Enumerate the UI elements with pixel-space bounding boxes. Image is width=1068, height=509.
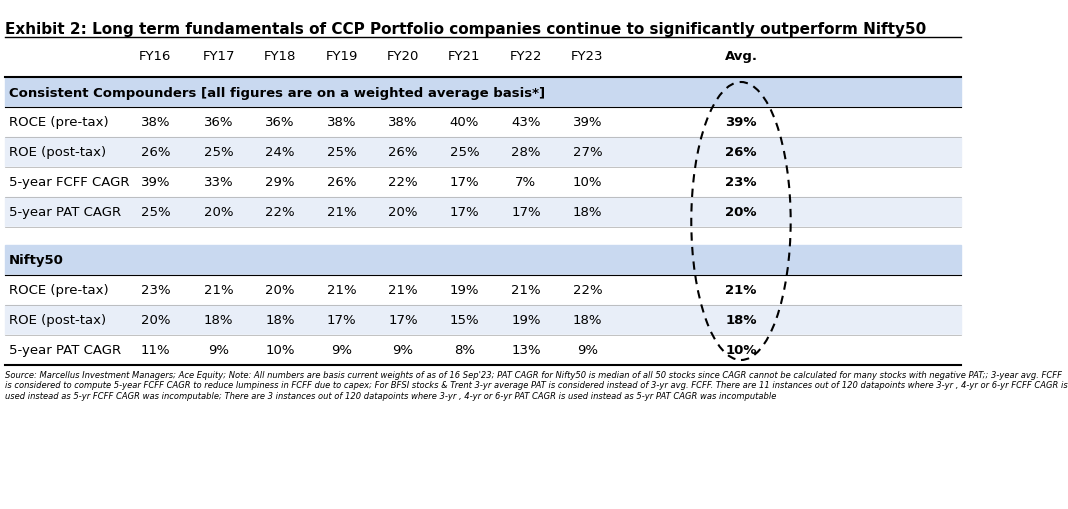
Text: 20%: 20% xyxy=(725,206,757,219)
Text: 25%: 25% xyxy=(141,206,170,219)
Text: 5-year PAT CAGR: 5-year PAT CAGR xyxy=(9,206,121,219)
Text: 21%: 21% xyxy=(327,206,357,219)
Text: FY22: FY22 xyxy=(509,50,543,63)
Bar xyxy=(4,108,960,138)
Text: 17%: 17% xyxy=(450,176,480,189)
Text: FY17: FY17 xyxy=(203,50,235,63)
Text: 18%: 18% xyxy=(265,314,295,327)
Text: 18%: 18% xyxy=(204,314,234,327)
Text: Consistent Compounders [all figures are on a weighted average basis*]: Consistent Compounders [all figures are … xyxy=(9,87,545,99)
Text: 21%: 21% xyxy=(512,284,540,297)
Text: Exhibit 2: Long term fundamentals of CCP Portfolio companies continue to signifi: Exhibit 2: Long term fundamentals of CCP… xyxy=(4,22,926,37)
Bar xyxy=(4,335,960,365)
Text: FY16: FY16 xyxy=(139,50,172,63)
Text: 21%: 21% xyxy=(204,284,234,297)
Text: 8%: 8% xyxy=(454,344,475,357)
Text: ROE (post-tax): ROE (post-tax) xyxy=(9,314,106,327)
Text: 21%: 21% xyxy=(725,284,756,297)
Bar xyxy=(4,228,960,245)
Text: 25%: 25% xyxy=(204,146,234,159)
Text: 43%: 43% xyxy=(512,116,540,129)
Text: Source: Marcellus Investment Managers; Ace Equity; Note: All numbers are basis c: Source: Marcellus Investment Managers; A… xyxy=(4,370,1067,400)
Text: 36%: 36% xyxy=(204,116,234,129)
Text: 19%: 19% xyxy=(450,284,480,297)
Text: 17%: 17% xyxy=(512,206,540,219)
Text: 9%: 9% xyxy=(331,344,352,357)
Text: 21%: 21% xyxy=(388,284,418,297)
Text: 22%: 22% xyxy=(265,206,295,219)
Text: 10%: 10% xyxy=(265,344,295,357)
Text: 22%: 22% xyxy=(572,284,602,297)
Text: 9%: 9% xyxy=(208,344,230,357)
Bar xyxy=(4,197,960,228)
Text: 28%: 28% xyxy=(512,146,540,159)
Bar xyxy=(4,48,960,78)
Bar xyxy=(4,305,960,335)
Text: 5-year PAT CAGR: 5-year PAT CAGR xyxy=(9,344,121,357)
Text: 18%: 18% xyxy=(572,314,602,327)
Text: 26%: 26% xyxy=(725,146,757,159)
Text: 18%: 18% xyxy=(572,206,602,219)
Text: 21%: 21% xyxy=(327,284,357,297)
Text: 15%: 15% xyxy=(450,314,480,327)
Text: FY21: FY21 xyxy=(449,50,481,63)
Text: 20%: 20% xyxy=(204,206,234,219)
Text: 29%: 29% xyxy=(265,176,295,189)
Text: 23%: 23% xyxy=(141,284,170,297)
Text: 23%: 23% xyxy=(725,176,757,189)
Text: 22%: 22% xyxy=(388,176,418,189)
Text: 26%: 26% xyxy=(141,146,170,159)
Text: Avg.: Avg. xyxy=(724,50,757,63)
Text: 26%: 26% xyxy=(327,176,357,189)
Text: 19%: 19% xyxy=(512,314,540,327)
Text: 25%: 25% xyxy=(450,146,480,159)
Text: 11%: 11% xyxy=(141,344,170,357)
Text: 27%: 27% xyxy=(572,146,602,159)
Bar xyxy=(4,167,960,197)
Bar xyxy=(4,138,960,167)
Text: FY19: FY19 xyxy=(326,50,358,63)
Text: 33%: 33% xyxy=(204,176,234,189)
Text: ROCE (pre-tax): ROCE (pre-tax) xyxy=(9,116,109,129)
Text: 20%: 20% xyxy=(265,284,295,297)
Text: 40%: 40% xyxy=(450,116,480,129)
Text: 38%: 38% xyxy=(141,116,170,129)
Text: FY23: FY23 xyxy=(571,50,603,63)
Text: 17%: 17% xyxy=(450,206,480,219)
Text: 20%: 20% xyxy=(389,206,418,219)
Bar xyxy=(4,78,960,108)
Text: 9%: 9% xyxy=(393,344,413,357)
Bar xyxy=(4,245,960,275)
Text: 17%: 17% xyxy=(388,314,418,327)
Text: 10%: 10% xyxy=(572,176,602,189)
Text: 17%: 17% xyxy=(327,314,357,327)
Text: 18%: 18% xyxy=(725,314,757,327)
Text: FY20: FY20 xyxy=(387,50,420,63)
Text: 10%: 10% xyxy=(725,344,757,357)
Text: FY18: FY18 xyxy=(264,50,296,63)
Text: 38%: 38% xyxy=(389,116,418,129)
Text: 5-year FCFF CAGR: 5-year FCFF CAGR xyxy=(9,176,129,189)
Text: 9%: 9% xyxy=(577,344,598,357)
Text: 24%: 24% xyxy=(265,146,295,159)
Text: ROE (post-tax): ROE (post-tax) xyxy=(9,146,106,159)
Text: 7%: 7% xyxy=(516,176,536,189)
Text: 39%: 39% xyxy=(141,176,170,189)
Text: 39%: 39% xyxy=(572,116,602,129)
Text: 38%: 38% xyxy=(327,116,357,129)
Text: 20%: 20% xyxy=(141,314,170,327)
Text: 39%: 39% xyxy=(725,116,757,129)
Text: 25%: 25% xyxy=(327,146,357,159)
Text: Nifty50: Nifty50 xyxy=(9,254,64,267)
Text: 36%: 36% xyxy=(265,116,295,129)
Bar xyxy=(4,275,960,305)
Text: 26%: 26% xyxy=(389,146,418,159)
Text: ROCE (pre-tax): ROCE (pre-tax) xyxy=(9,284,109,297)
Text: 13%: 13% xyxy=(512,344,540,357)
